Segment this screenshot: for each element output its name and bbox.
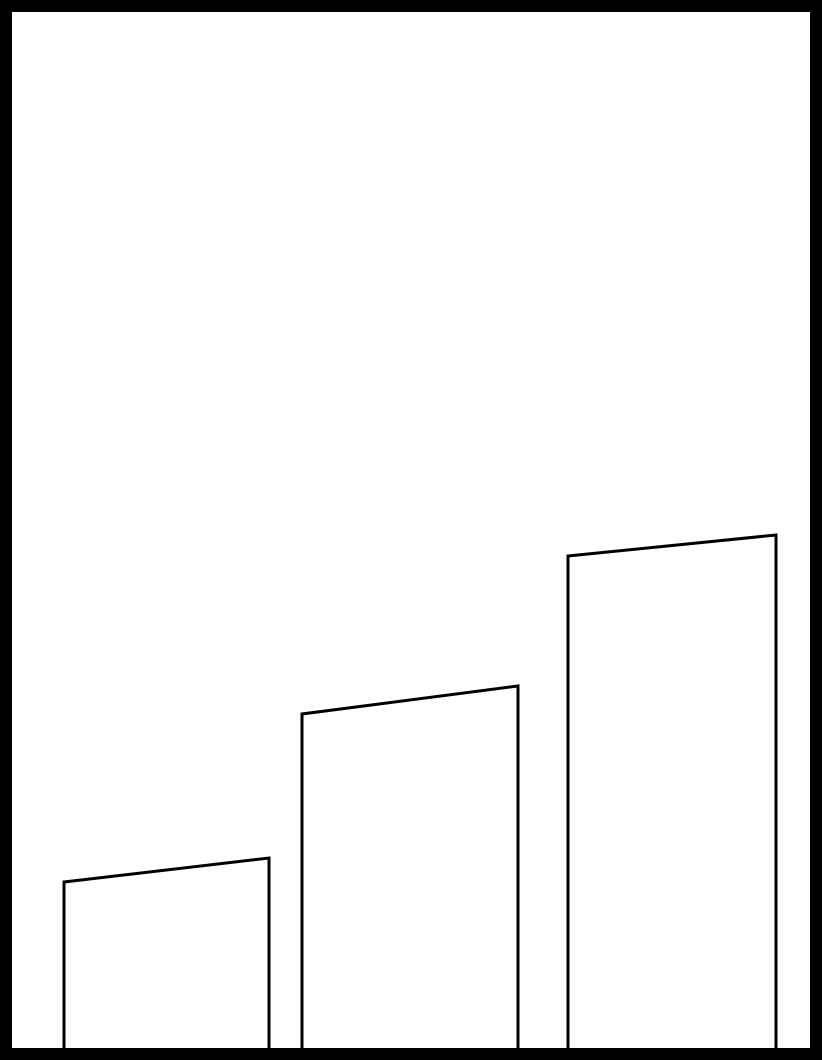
block-3-outline [566,533,778,1048]
block-1-outline [62,856,271,1048]
block-2-outline [300,684,520,1048]
